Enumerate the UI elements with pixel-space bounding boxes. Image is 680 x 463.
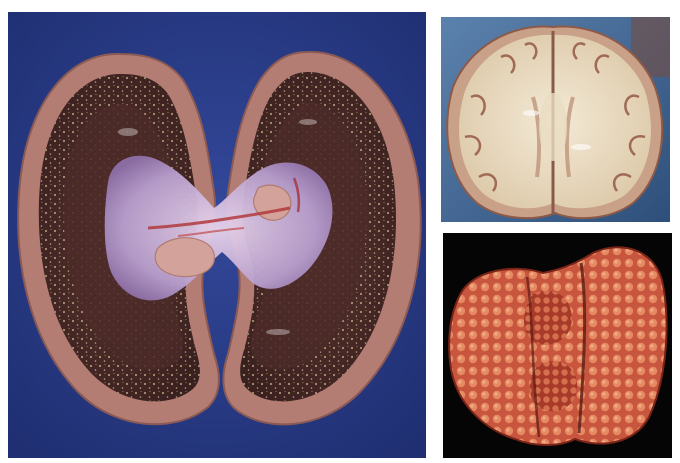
nodular-organ-photo-panel (443, 233, 672, 458)
nodular-organ (449, 247, 666, 445)
nodular-organ-illustration (443, 233, 672, 458)
kidney-photo-panel (8, 12, 426, 458)
brain-slice (447, 27, 662, 219)
brain-illustration (441, 17, 670, 222)
kidney-illustration (8, 12, 426, 458)
brain-photo-panel (441, 17, 670, 222)
